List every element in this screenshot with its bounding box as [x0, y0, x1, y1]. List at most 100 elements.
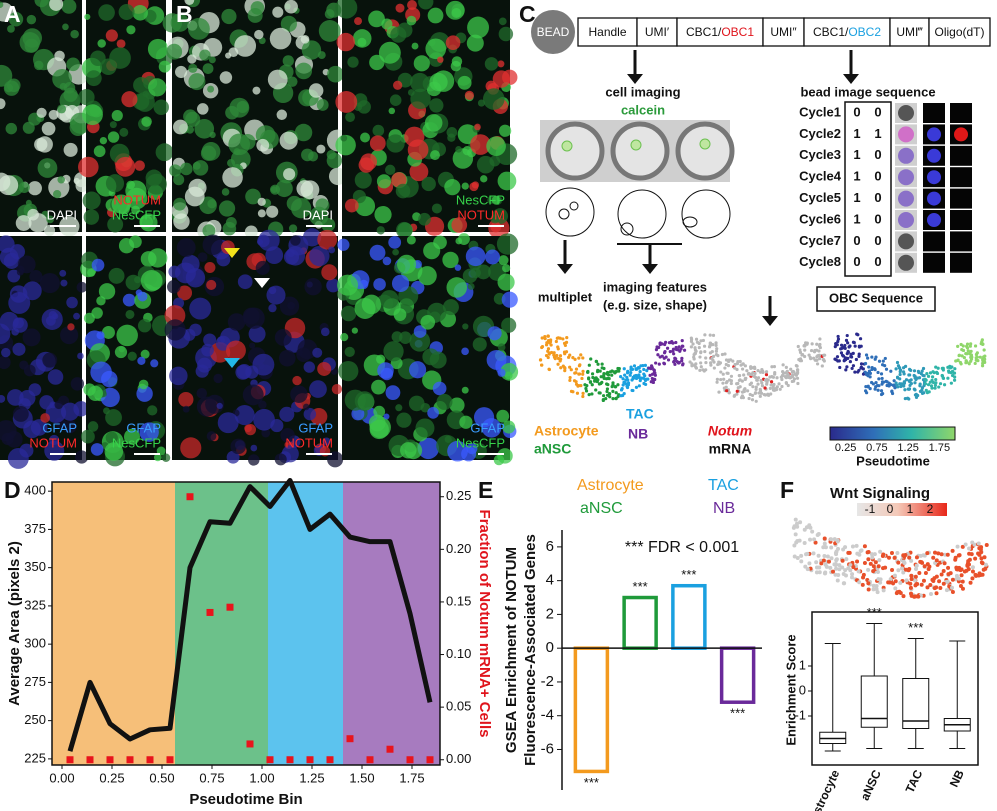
cell [377, 362, 394, 379]
barcode-text: UMI″ [770, 25, 797, 39]
cell [5, 122, 18, 135]
channel-label: NesCFP [112, 435, 161, 450]
umap-point [879, 389, 884, 393]
umap-point [922, 564, 927, 569]
cell [316, 144, 326, 154]
umap-point [715, 347, 719, 351]
y-tick-label: 0 [546, 639, 554, 656]
umap-point [912, 594, 917, 599]
micrograph-texture [78, 0, 175, 233]
cell [17, 255, 36, 274]
umap-point [960, 586, 965, 591]
channel-signal [927, 148, 941, 163]
cell [449, 397, 465, 413]
cell [464, 90, 475, 101]
cycle-name: Cycle4 [799, 169, 842, 184]
cluster-label: aNSC [534, 441, 571, 457]
colorbar-tick: 2 [927, 502, 934, 516]
umap-point [923, 570, 928, 575]
umap-point [821, 558, 826, 563]
cell [340, 305, 357, 322]
cell [213, 373, 223, 384]
fraction-dot [346, 735, 354, 743]
umap-point [740, 390, 745, 394]
cell [243, 307, 265, 329]
bead-image [898, 105, 914, 121]
cell [67, 323, 75, 331]
umap-point [581, 372, 585, 376]
arrowhead [254, 278, 270, 288]
umap-point [891, 581, 896, 586]
umap-point [605, 371, 609, 376]
cell [268, 304, 277, 313]
umap-point [590, 392, 594, 396]
umap-point [598, 369, 602, 373]
fraction-dot [226, 603, 234, 611]
cell [108, 267, 125, 284]
cell [169, 366, 188, 386]
umap-point [828, 537, 833, 542]
cell [207, 85, 215, 93]
cycle-bit: 0 [874, 211, 881, 226]
colorbar-tick: 0.25 [835, 442, 856, 454]
umap-point [795, 368, 800, 372]
umap-point [760, 381, 764, 385]
umap-point [546, 334, 550, 338]
umap-point [648, 373, 652, 377]
cell [82, 191, 101, 210]
umap-point [756, 369, 760, 373]
umap-point [959, 573, 964, 578]
umap-point [833, 562, 838, 567]
phase-band [268, 482, 343, 765]
umap-point [840, 353, 845, 357]
umap-point [895, 551, 900, 556]
cell [376, 174, 392, 189]
umap-point [947, 369, 951, 373]
umap-point [749, 365, 753, 369]
umap-point [606, 382, 610, 387]
cell [465, 246, 486, 267]
cell [373, 405, 386, 418]
cell [0, 247, 19, 267]
cell [317, 361, 332, 376]
umap-point [857, 552, 862, 557]
cell [44, 224, 56, 236]
umap-point [858, 337, 863, 341]
cell [257, 209, 266, 218]
plot-frame [51, 481, 441, 766]
umap-point [748, 382, 752, 387]
cell [70, 29, 79, 39]
umap-point [941, 569, 946, 574]
umap-point [800, 353, 804, 357]
umap-point [974, 356, 978, 360]
umap-point [956, 344, 960, 349]
cell-stain [630, 139, 642, 151]
umap-point [850, 366, 854, 371]
cell [282, 55, 294, 67]
umap-point [804, 552, 809, 557]
cell [266, 285, 286, 305]
umap-point [889, 369, 893, 373]
cycle-bit: 0 [874, 233, 881, 248]
umap-point [717, 390, 721, 394]
y-axis-label: GSEA Enrichment of NOTUM [503, 547, 520, 753]
umap-point [868, 371, 872, 376]
umap-point [775, 376, 779, 380]
colorbar-tick: 0.75 [866, 442, 887, 454]
c-text: OBC Sequence [829, 290, 923, 305]
colorbar-tick: 0 [887, 502, 894, 516]
channel-image [923, 231, 945, 252]
umap-point [949, 381, 953, 385]
umap-point [795, 364, 799, 368]
channel-image [950, 103, 972, 123]
cell [427, 7, 444, 24]
umap-point [649, 364, 654, 368]
umap-point [970, 569, 975, 574]
cell [409, 361, 427, 379]
barcode-part: UMI′ [645, 25, 670, 39]
umap-point [887, 580, 892, 585]
cell [442, 251, 459, 269]
umap-point [934, 365, 938, 369]
umap-point [979, 560, 984, 565]
umap-point [694, 349, 698, 353]
